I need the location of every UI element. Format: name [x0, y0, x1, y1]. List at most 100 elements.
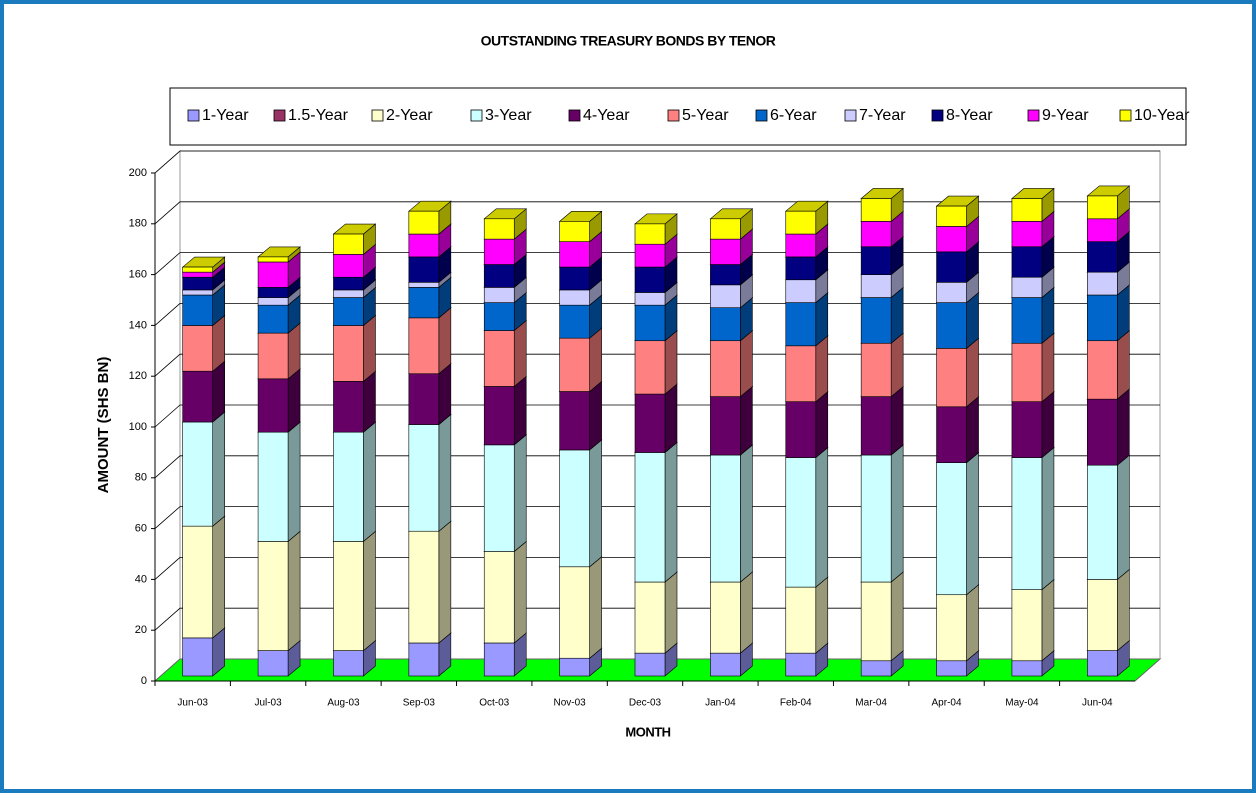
legend-label: 3-Year [485, 107, 532, 124]
x-tick-label: May-04 [1005, 698, 1039, 709]
bar [483, 444, 515, 552]
y-tick-label: 120 [129, 370, 147, 382]
grid-line [154, 557, 1160, 580]
bar-side [513, 434, 527, 553]
bar [1011, 276, 1043, 298]
bar-side [1117, 568, 1130, 652]
bar [634, 304, 666, 342]
bar [1087, 579, 1118, 651]
bar [408, 287, 440, 319]
bar [785, 302, 817, 347]
bar-side [363, 370, 376, 433]
bar-side [740, 571, 753, 654]
bar [333, 325, 364, 382]
legend-swatch [273, 109, 286, 122]
bar [257, 261, 289, 288]
bar-side [1117, 388, 1130, 466]
bar [936, 251, 967, 283]
y-tick-label: 80 [135, 472, 147, 484]
bar [936, 660, 967, 677]
bar [860, 221, 892, 248]
bar [483, 287, 515, 303]
legend-swatch [371, 109, 384, 122]
bar [710, 581, 741, 654]
bar [182, 525, 213, 639]
bar-side [815, 446, 829, 588]
bar [1011, 246, 1043, 278]
bar [257, 332, 289, 380]
x-tick-label: Aug-03 [327, 698, 360, 709]
bar [257, 650, 289, 677]
bar [936, 406, 967, 463]
bar [333, 541, 364, 651]
bar [1011, 589, 1043, 662]
y-tick-label: 0 [141, 675, 147, 687]
bar [257, 431, 289, 542]
bar [785, 210, 817, 235]
legend-label: 8-Year [946, 107, 993, 124]
bar-side [664, 330, 678, 395]
legend-swatch [844, 109, 857, 122]
x-tick-label: Feb-04 [780, 698, 812, 709]
bar [936, 594, 967, 662]
bar-side [740, 444, 753, 583]
bar [408, 642, 440, 677]
legend-label: 6-Year [770, 107, 817, 124]
bar [333, 276, 364, 291]
x-tick-label: Jun-03 [177, 698, 208, 709]
bar [483, 551, 515, 644]
bar [559, 289, 590, 306]
bar [1011, 221, 1043, 248]
x-tick-label: Jun-04 [1082, 698, 1113, 709]
bar [634, 452, 666, 583]
bar [182, 294, 213, 326]
grid-line [154, 404, 1160, 428]
bar-side [890, 332, 904, 398]
bar-side [1041, 446, 1055, 591]
bar-side [664, 441, 678, 583]
bar-side [287, 368, 301, 433]
bar [860, 342, 892, 397]
bar-side [815, 335, 829, 403]
bar [483, 642, 515, 677]
bar [1087, 271, 1118, 296]
bar [785, 233, 817, 258]
bar [710, 218, 741, 240]
bar [559, 566, 590, 659]
bar-side [438, 363, 452, 426]
legend-swatch [1119, 109, 1132, 122]
bar [182, 266, 213, 273]
x-tick-label: Oct-03 [479, 698, 509, 709]
bar-side [212, 411, 225, 527]
bar [559, 337, 590, 392]
bar [634, 266, 666, 293]
legend-label: 7-Year [859, 107, 906, 124]
bar [936, 462, 967, 596]
grid-line [154, 201, 1160, 225]
bar [1011, 660, 1043, 677]
grid-line [154, 252, 1160, 275]
bar [785, 256, 817, 281]
x-axis-label: MONTH [625, 724, 670, 739]
bar [408, 424, 440, 532]
bar [559, 241, 590, 268]
bar-side [363, 530, 376, 652]
bar [182, 325, 213, 372]
bar [257, 287, 289, 298]
grid-line [154, 150, 1160, 174]
bar [408, 281, 440, 288]
bar-side [287, 530, 301, 652]
legend-swatch [755, 109, 768, 122]
bar [936, 205, 967, 227]
bar [182, 289, 213, 296]
bar-side [589, 327, 602, 393]
bar [182, 370, 213, 423]
chart-title: OUTSTANDING TREASURY BONDS BY TENOR [481, 33, 776, 49]
bar [785, 401, 817, 458]
bar [1087, 464, 1118, 580]
bar [408, 317, 440, 375]
bar [333, 254, 364, 278]
y-tick-label: 40 [135, 573, 147, 585]
bar [182, 276, 213, 291]
bar [860, 246, 892, 275]
